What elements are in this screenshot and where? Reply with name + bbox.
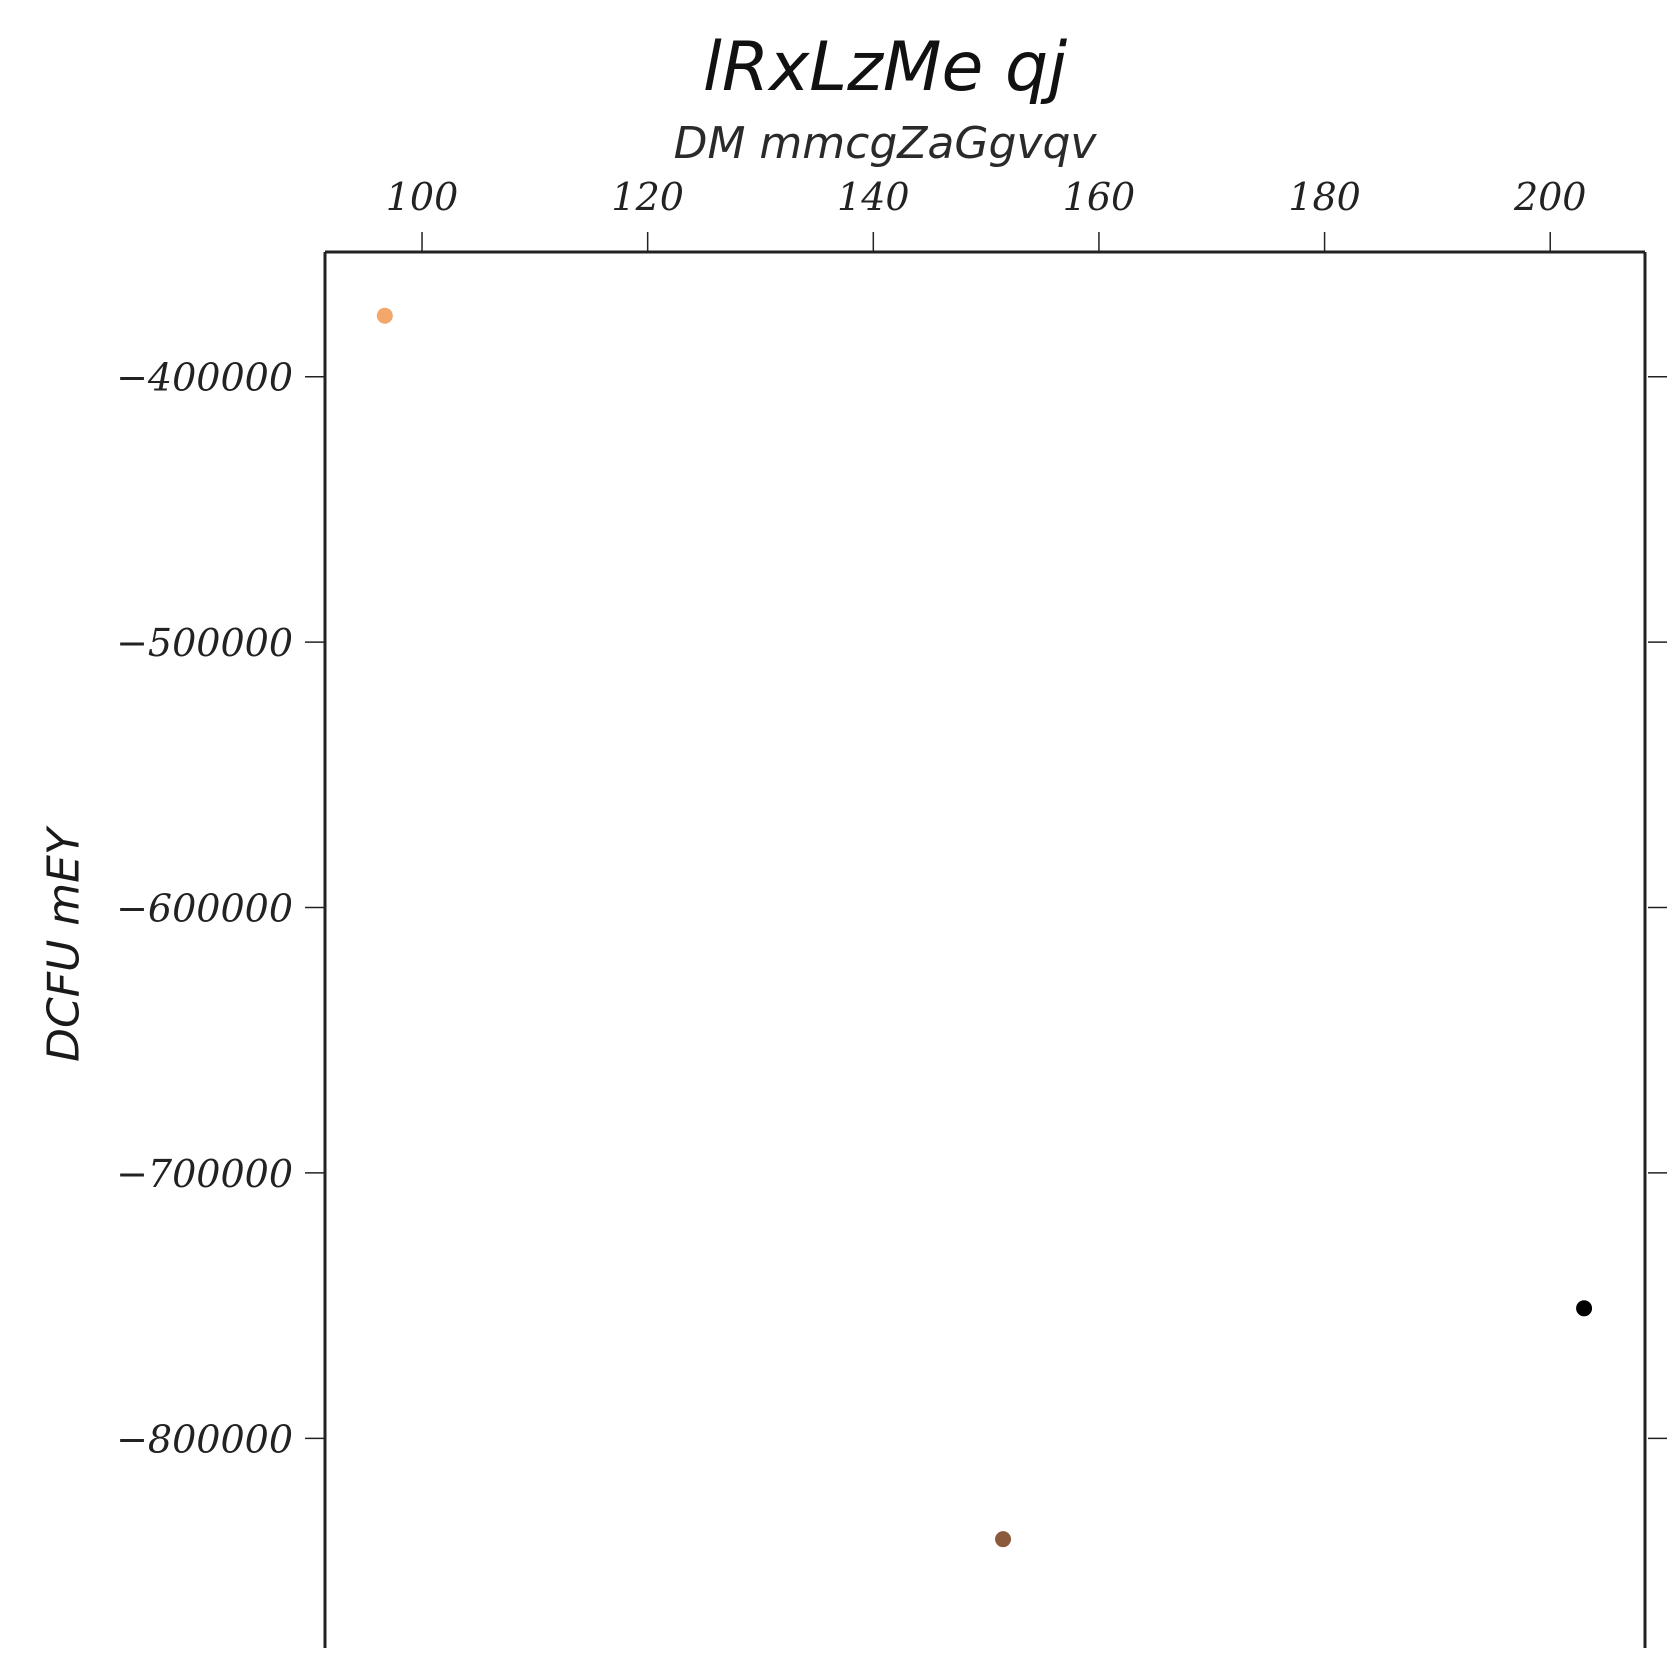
data-point — [376, 307, 393, 324]
x-tick-label: 100 — [386, 175, 459, 219]
x-tick-label: 180 — [1288, 175, 1361, 219]
y-tick-label: −400000 — [116, 356, 293, 400]
y-tick-label: −800000 — [116, 1417, 293, 1461]
x-axis-label: DM mmcgZaGgvqv — [673, 118, 1097, 169]
y-tick-label: −700000 — [116, 1152, 293, 1196]
chart-title: lRxLzMe qj — [702, 28, 1068, 107]
y-tick-label: −500000 — [116, 621, 293, 665]
x-tick-label: 140 — [837, 175, 910, 219]
x-tick-label: 120 — [611, 175, 684, 219]
y-tick-label: −600000 — [116, 887, 293, 931]
data-point — [995, 1531, 1012, 1548]
x-tick-label: 200 — [1513, 175, 1587, 219]
data-point — [1576, 1300, 1593, 1317]
x-tick-label: 160 — [1063, 175, 1136, 219]
